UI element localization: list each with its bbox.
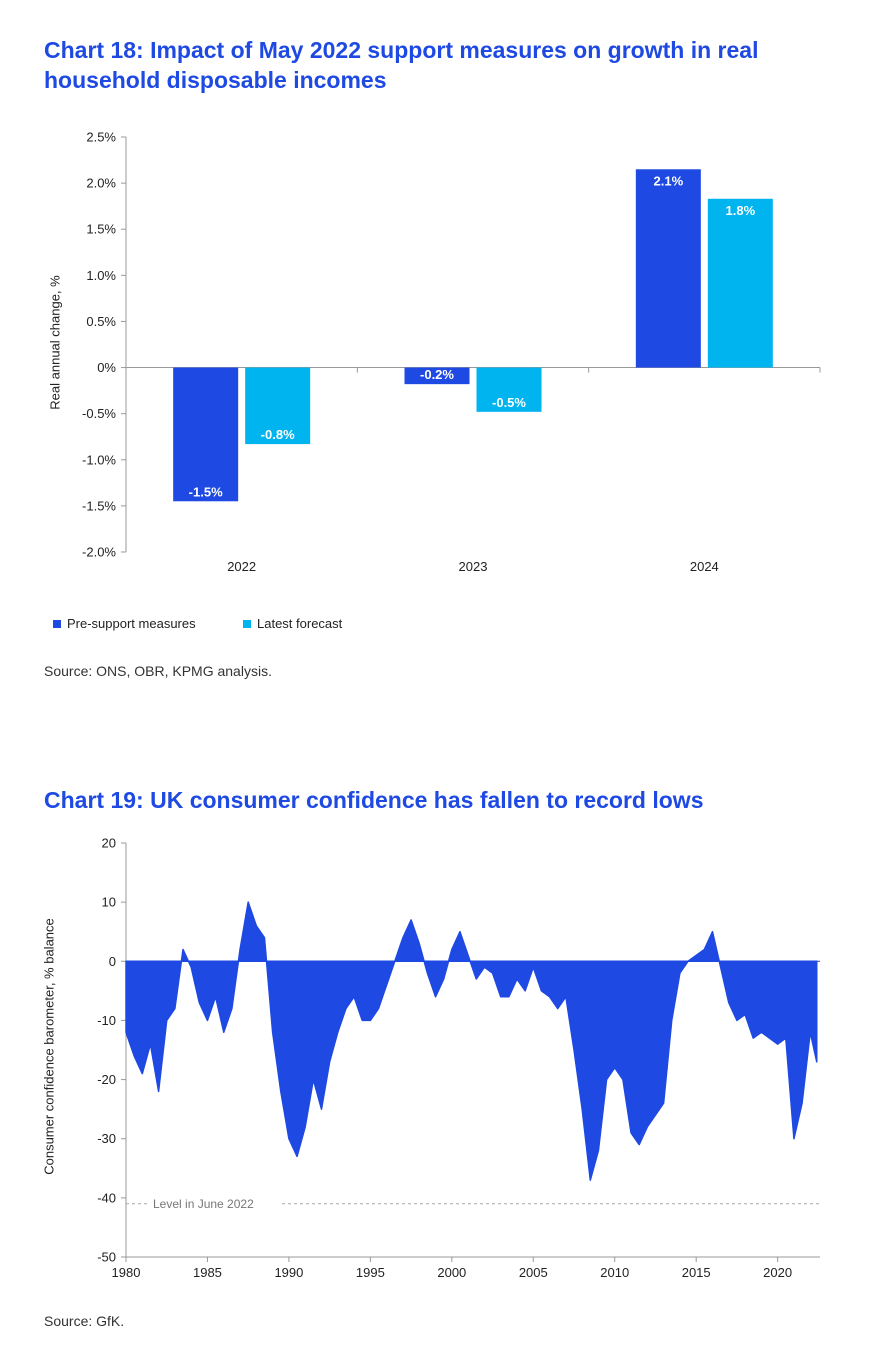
x-tick-label: 2010 [600,1265,629,1280]
y-tick-label: 1.0% [86,268,116,283]
x-tick-label: 2020 [763,1265,792,1280]
bar [476,367,542,412]
legend-swatch-latest-forecast [243,619,251,628]
legend-label-latest-forecast: Latest forecast [257,616,343,631]
reference-line-label: Level in June 2022 [153,1197,254,1211]
bar [707,198,773,368]
x-tick-label: 2022 [227,559,256,574]
y-tick-label: 10 [102,895,116,910]
x-tick-label: 1995 [356,1265,385,1280]
x-tick-label: 2005 [519,1265,548,1280]
y-tick-label: -1.0% [82,452,116,467]
legend-item-pre-support: Pre-support measures [53,616,196,631]
bar [173,367,239,502]
y-tick-label: -1.5% [82,498,116,513]
y-tick-label: -10 [97,1013,116,1028]
chart-19-title: Chart 19: UK consumer confidence has fal… [44,787,704,813]
legend-swatch-pre-support [53,619,61,628]
x-tick-label: 2015 [682,1265,711,1280]
x-tick-label: 1980 [112,1265,141,1280]
legend-item-latest-forecast: Latest forecast [243,616,342,631]
y-tick-label: -0.5% [82,406,116,421]
y-tick-label: -50 [97,1250,116,1265]
x-tick-label: 2000 [437,1265,466,1280]
data-label: -0.5% [492,395,526,410]
y-tick-label: 0.5% [86,314,116,329]
reference-label-background [148,1195,280,1212]
data-label: 1.8% [726,203,756,218]
y-tick-label: -20 [97,1072,116,1087]
chart-18-svg: 2.5% 2.0% 1.5% 1.0% 0.5% 0% -0.5% -1.0% -1.5% -2.… [82,130,821,574]
data-label: -1.5% [189,484,223,499]
chart-19-y-axis-title: Consumer confidence barometer, % balance [41,918,57,1175]
y-tick-label: 1.5% [86,222,116,237]
x-tick-label: 1990 [274,1265,303,1280]
y-tick-label: -30 [97,1131,116,1146]
confidence-area [125,901,818,1181]
data-label: 2.1% [654,173,684,188]
chart-18-source: Source: ONS, OBR, KPMG analysis. [44,663,272,679]
bar [245,367,311,445]
x-tick-label: 1985 [193,1265,222,1280]
y-tick-label: 0% [97,360,116,375]
x-tick-label: 2023 [459,559,488,574]
y-tick-label: -2.0% [82,545,116,560]
x-tick-label: 2024 [690,559,719,574]
data-label: -0.8% [261,427,295,442]
y-tick-label: 0 [109,954,116,969]
y-tick-label: -40 [97,1190,116,1205]
data-label: -0.2% [420,367,454,382]
y-tick-label: 2.0% [86,176,116,191]
bar [404,367,470,385]
y-tick-label: 20 [102,836,116,851]
legend-label-pre-support: Pre-support measures [67,616,196,631]
bar [635,169,701,368]
chart-18-title: Chart 18: Impact of May 2022 support mea… [44,37,759,93]
chart-19-source: Source: GfK. [44,1313,125,1329]
y-tick-label: 2.5% [86,130,116,145]
